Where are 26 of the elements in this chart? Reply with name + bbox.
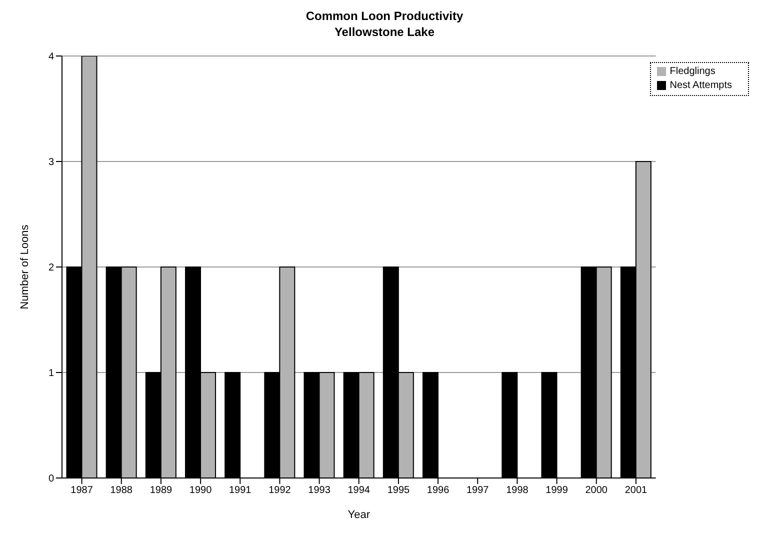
x-axis-title: Year bbox=[348, 509, 370, 521]
x-tick-label: 1989 bbox=[150, 485, 173, 496]
x-tick-label: 1991 bbox=[229, 485, 252, 496]
x-tick-label: 1996 bbox=[426, 485, 450, 496]
chart-title: Common Loon Productivity bbox=[304, 8, 464, 24]
x-tick-label: 1995 bbox=[387, 485, 410, 496]
x-tick-label: 2000 bbox=[585, 485, 608, 496]
chart-subtitle: Yellowstone Lake bbox=[333, 24, 436, 40]
x-tick-label: 1988 bbox=[110, 485, 133, 496]
y-tick-label: 3 bbox=[48, 157, 54, 168]
x-tick-label: 1994 bbox=[348, 485, 370, 496]
legend-label: Nest Attempts bbox=[670, 80, 732, 91]
y-tick-label: 4 bbox=[48, 52, 54, 63]
x-tick-label: 1999 bbox=[546, 485, 568, 496]
x-tick-label: 1998 bbox=[506, 485, 529, 496]
x-tick-label: 1987 bbox=[70, 485, 94, 496]
x-tick-label: 1990 bbox=[189, 485, 212, 496]
x-tick-label: 1997 bbox=[466, 485, 490, 496]
x-tick-label: 2001 bbox=[624, 485, 648, 496]
legend-label: Fledglings bbox=[670, 66, 716, 77]
y-axis-title: Number of Loons bbox=[18, 224, 31, 310]
y-tick-label: 2 bbox=[48, 262, 54, 274]
y-tick-label: 1 bbox=[48, 368, 54, 380]
x-tick-label: 1992 bbox=[268, 485, 292, 496]
x-tick-label: 1993 bbox=[308, 485, 331, 496]
y-tick-label: 0 bbox=[48, 474, 54, 485]
